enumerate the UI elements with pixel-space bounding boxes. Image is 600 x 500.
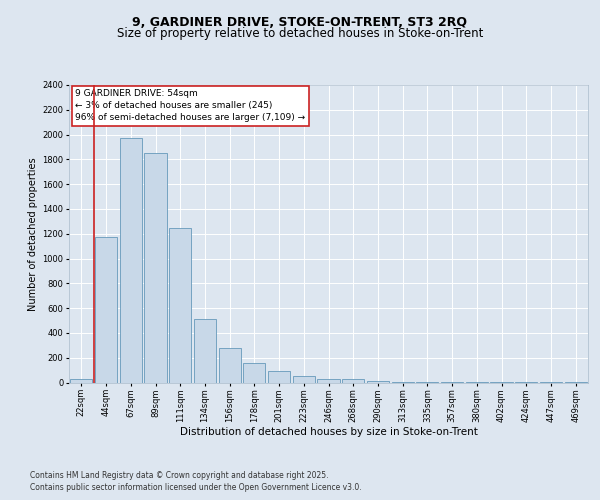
Bar [218, 348, 241, 382]
Text: Size of property relative to detached houses in Stoke-on-Trent: Size of property relative to detached ho… [117, 27, 483, 40]
Bar [342, 379, 364, 382]
Bar [293, 376, 315, 382]
Y-axis label: Number of detached properties: Number of detached properties [28, 157, 38, 310]
Bar [169, 228, 191, 382]
Bar [95, 237, 117, 382]
Text: 9 GARDINER DRIVE: 54sqm
← 3% of detached houses are smaller (245)
96% of semi-de: 9 GARDINER DRIVE: 54sqm ← 3% of detached… [75, 90, 305, 122]
Bar [145, 152, 167, 382]
Bar [243, 364, 265, 382]
Text: Contains HM Land Registry data © Crown copyright and database right 2025.: Contains HM Land Registry data © Crown c… [30, 472, 329, 480]
Bar [268, 372, 290, 382]
X-axis label: Distribution of detached houses by size in Stoke-on-Trent: Distribution of detached houses by size … [179, 428, 478, 438]
Bar [194, 320, 216, 382]
Bar [317, 379, 340, 382]
Text: Contains public sector information licensed under the Open Government Licence v3: Contains public sector information licen… [30, 483, 362, 492]
Bar [70, 380, 92, 382]
Bar [119, 138, 142, 382]
Text: 9, GARDINER DRIVE, STOKE-ON-TRENT, ST3 2RQ: 9, GARDINER DRIVE, STOKE-ON-TRENT, ST3 2… [133, 16, 467, 29]
